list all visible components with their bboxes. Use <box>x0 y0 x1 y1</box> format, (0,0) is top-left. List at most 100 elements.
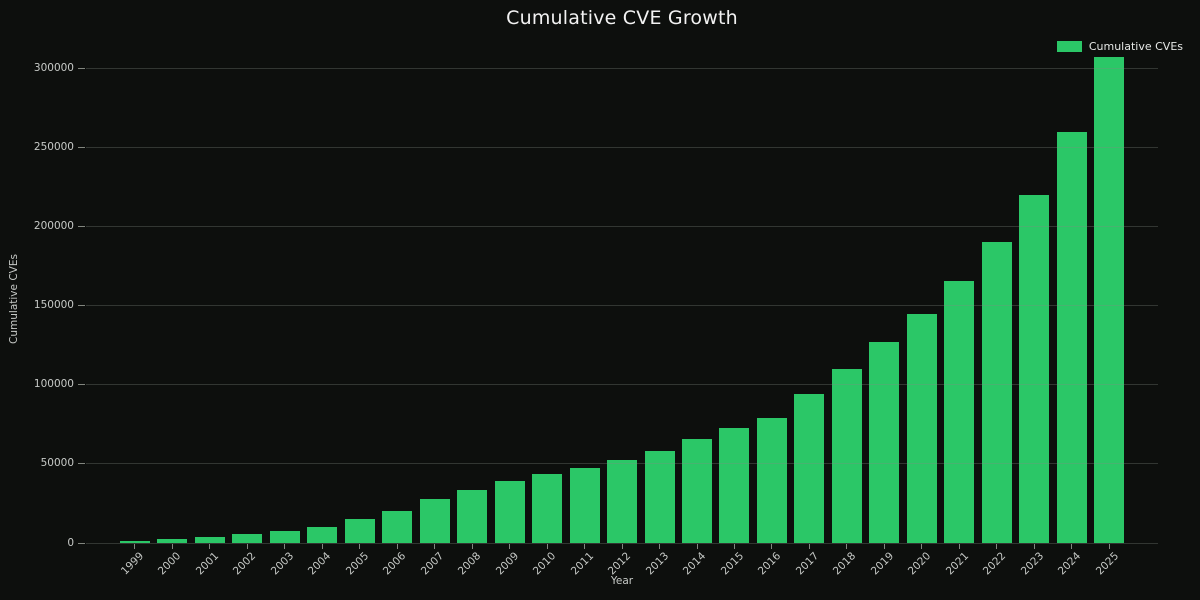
x-tick-label-2016: 2016 <box>756 550 784 578</box>
x-tick-2020 <box>921 543 923 549</box>
bar-2003 <box>269 531 300 543</box>
bar-2010 <box>532 474 562 543</box>
legend-swatch-icon <box>1056 41 1082 52</box>
legend-label: Cumulative CVEs <box>1088 40 1183 53</box>
bar-2021 <box>944 281 975 543</box>
x-tick-label-2010: 2010 <box>531 550 559 578</box>
gridline-200000 <box>86 226 1158 228</box>
bar-2017 <box>794 394 825 543</box>
x-tick-2009 <box>509 543 511 549</box>
x-tick-label-2015: 2015 <box>718 550 746 578</box>
y-tick-300000 <box>78 68 85 69</box>
bar-2004 <box>307 527 338 543</box>
x-axis-title: Year <box>610 575 634 587</box>
x-tick-2010 <box>546 543 548 549</box>
x-tick-2014 <box>696 543 698 549</box>
x-tick-1999 <box>134 543 136 549</box>
x-tick-label-2025: 2025 <box>1093 550 1121 578</box>
x-tick-label-2023: 2023 <box>1018 550 1046 578</box>
y-tick-label-150000: 150000 <box>33 299 74 312</box>
bar-2000 <box>157 539 188 543</box>
chart-title: Cumulative CVE Growth <box>506 7 738 29</box>
bar-2002 <box>232 534 263 543</box>
x-tick-2023 <box>1033 543 1035 549</box>
x-tick-label-2008: 2008 <box>456 550 484 578</box>
x-tick-label-2006: 2006 <box>381 550 409 578</box>
x-tick-2021 <box>958 543 960 549</box>
y-tick-50000 <box>78 463 85 465</box>
x-tick-2018 <box>846 543 848 549</box>
x-tick-2013 <box>659 543 660 549</box>
x-tick-2000 <box>171 543 173 549</box>
bar-2016 <box>756 418 787 543</box>
y-tick-100000 <box>78 384 85 386</box>
y-tick-label-100000: 100000 <box>33 378 74 391</box>
bar-2005 <box>344 519 375 543</box>
x-tick-2008 <box>471 543 473 549</box>
x-tick-label-2002: 2002 <box>231 550 259 578</box>
x-tick-2025 <box>1108 543 1110 549</box>
gridline-250000 <box>86 147 1158 149</box>
x-tick-2002 <box>246 543 248 549</box>
y-tick-label-50000: 50000 <box>40 457 74 470</box>
x-tick-label-2009: 2009 <box>493 550 522 578</box>
y-tick-150000 <box>78 305 85 307</box>
x-tick-label-2020: 2020 <box>906 550 934 578</box>
bar-2025 <box>1094 57 1125 543</box>
y-tick-label-200000: 200000 <box>33 220 74 233</box>
y-tick-label-0: 0 <box>67 536 74 549</box>
x-tick-2006 <box>396 543 398 549</box>
x-tick-label-2011: 2011 <box>568 550 596 578</box>
bar-2024 <box>1056 132 1087 543</box>
x-tick-label-1999: 1999 <box>118 550 147 578</box>
x-tick-label-2017: 2017 <box>793 550 821 578</box>
gridline-0 <box>86 542 1158 544</box>
x-tick-2012 <box>621 543 623 549</box>
bar-2011 <box>569 468 600 543</box>
x-tick-label-2012: 2012 <box>606 550 634 578</box>
x-tick-2022 <box>996 543 998 549</box>
x-tick-label-2013: 2013 <box>643 550 671 578</box>
y-tick-0 <box>78 542 85 544</box>
legend: Cumulative CVEs <box>1056 40 1183 53</box>
bar-1999 <box>119 541 150 543</box>
bar-2009 <box>494 481 525 543</box>
x-tick-label-2000: 2000 <box>156 550 184 578</box>
x-tick-2024 <box>1071 543 1073 549</box>
x-tick-label-2018: 2018 <box>831 550 859 578</box>
x-tick-label-2019: 2019 <box>868 550 896 578</box>
bar-2008 <box>457 490 488 543</box>
bar-2014 <box>682 439 712 543</box>
x-tick-label-2004: 2004 <box>306 550 334 578</box>
x-tick-2015 <box>733 543 735 549</box>
gridline-100000 <box>86 384 1158 386</box>
y-tick-label-250000: 250000 <box>33 141 74 154</box>
gridline-300000 <box>86 68 1158 69</box>
bar-2007 <box>419 499 450 543</box>
x-tick-label-2014: 2014 <box>681 550 709 578</box>
gridline-50000 <box>86 463 1158 465</box>
bar-2020 <box>906 314 937 543</box>
bar-2018 <box>831 369 862 543</box>
x-tick-label-2022: 2022 <box>980 550 1009 578</box>
x-tick-2003 <box>284 543 286 549</box>
bar-2001 <box>194 537 225 543</box>
gridline-150000 <box>86 305 1158 307</box>
x-tick-2016 <box>771 543 773 549</box>
bar-2023 <box>1019 195 1050 543</box>
x-tick-label-2001: 2001 <box>193 550 222 578</box>
x-tick-2005 <box>359 543 361 549</box>
bar-2006 <box>382 511 413 543</box>
x-tick-label-2024: 2024 <box>1055 550 1084 578</box>
x-tick-label-2003: 2003 <box>268 550 297 578</box>
bar-2015 <box>719 428 750 543</box>
bar-2022 <box>981 242 1012 543</box>
y-tick-200000 <box>78 226 85 228</box>
y-tick-250000 <box>78 147 85 149</box>
bar-2019 <box>869 342 900 543</box>
x-tick-2001 <box>209 543 211 549</box>
x-tick-2007 <box>434 543 436 549</box>
bar-2013 <box>644 451 675 543</box>
x-tick-2017 <box>808 543 810 549</box>
